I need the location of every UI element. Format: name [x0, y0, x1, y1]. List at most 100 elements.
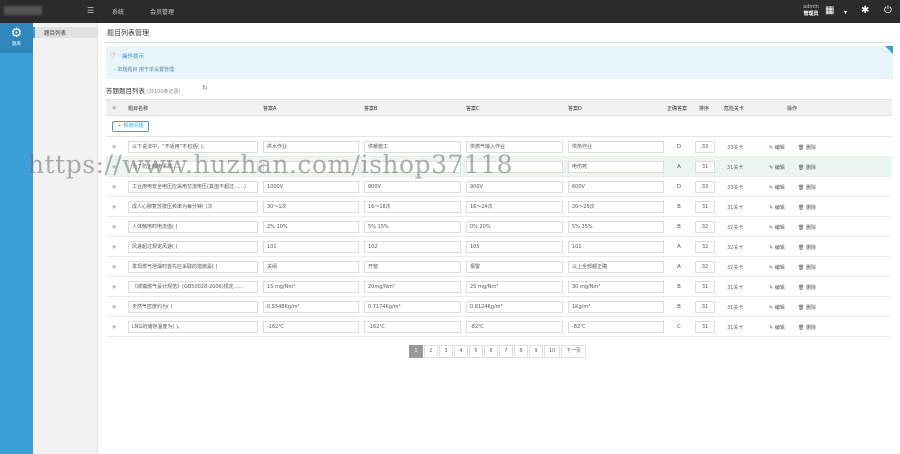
star-icon[interactable]: ★ [111, 183, 118, 191]
user-menu[interactable]: admin 管理员 [801, 4, 821, 18]
sort-input[interactable]: 32 [695, 221, 715, 233]
delete-button[interactable]: 🗑 删除 [798, 324, 816, 331]
sort-input[interactable]: 31 [695, 281, 715, 293]
star-icon[interactable]: ★ [111, 323, 118, 331]
delete-button[interactable]: 🗑 删除 [798, 184, 816, 191]
sort-input[interactable]: 32 [695, 241, 715, 253]
edit-button[interactable]: ✎ 编辑 [769, 164, 785, 171]
logo[interactable] [4, 6, 42, 15]
page-button[interactable]: 3 [439, 345, 453, 358]
star-icon[interactable]: ★ [111, 243, 118, 251]
answer-d-input[interactable]: 电伤死 [568, 161, 664, 173]
question-input[interactable]: 天然气密度约为( ) [128, 301, 258, 313]
answer-c-input[interactable]: 0% 20% [466, 221, 563, 233]
delete-button[interactable]: 🗑 删除 [798, 164, 816, 171]
caret-down-icon[interactable]: ▾ [844, 9, 848, 16]
settings-icon[interactable]: ✱ [861, 5, 870, 16]
page-button[interactable]: 2 [424, 345, 438, 358]
answer-c-input[interactable]: 16～24次 [466, 201, 563, 213]
answer-a-input[interactable]: 供水作业 [263, 141, 359, 153]
sort-input[interactable]: 33 [695, 181, 715, 193]
edit-button[interactable]: ✎ 编辑 [769, 304, 785, 311]
page-button[interactable]: 5 [469, 345, 483, 358]
question-input[interactable]: 《城镇燃气设计规范》(GB50028-2006)规定…… [128, 281, 258, 293]
question-input[interactable]: 以下说法中，“不适用”不包括( )。 [128, 141, 258, 153]
delete-button[interactable]: 🗑 删除 [798, 204, 816, 211]
answer-c-input[interactable]: 900V [466, 181, 563, 193]
tips-title[interactable]: 操作提示 [122, 54, 145, 60]
answer-d-input[interactable]: 20～25次 [568, 201, 664, 213]
delete-button[interactable]: 🗑 删除 [798, 264, 816, 271]
next-page-button[interactable]: 下一页 [561, 345, 586, 358]
star-icon[interactable]: ★ [111, 104, 118, 112]
delete-button[interactable]: 🗑 删除 [798, 224, 816, 231]
answer-b-input[interactable]: 开窗 [364, 261, 461, 273]
answer-a-input[interactable]: 15 mg/Nm³ [263, 281, 359, 293]
answer-b-input[interactable]: 102 [364, 241, 461, 253]
page-button[interactable]: 9 [529, 345, 543, 358]
answer-c-input[interactable]: 供燃气输入作业 [466, 141, 563, 153]
sort-input[interactable]: 33 [695, 141, 715, 153]
answer-d-input[interactable]: 以上全部都正确 [568, 261, 664, 273]
answer-c-input[interactable]: 报警 [466, 261, 563, 273]
answer-b-input[interactable]: -162℃ [364, 321, 461, 333]
answer-d-input[interactable]: 5% 35% [568, 221, 664, 233]
question-input[interactable]: 风速超过规定风速( ) [128, 241, 258, 253]
answer-d-input[interactable]: 供热作业 [568, 141, 664, 153]
answer-d-input[interactable]: 1Kg/m³ [568, 301, 664, 313]
menu-icon[interactable]: ☰ [87, 6, 95, 15]
sort-input[interactable]: 31 [695, 201, 715, 213]
refresh-icon[interactable]: ↻ [202, 84, 208, 92]
corner-fold-icon[interactable] [885, 46, 893, 54]
nav-member-management[interactable]: 会员管理 [150, 9, 175, 16]
answer-a-input[interactable]: -162℃ [263, 321, 359, 333]
star-icon[interactable]: ★ [111, 163, 118, 171]
answer-c-input[interactable] [466, 161, 563, 173]
edit-button[interactable]: ✎ 编辑 [769, 284, 785, 291]
edit-button[interactable]: ✎ 编辑 [769, 244, 785, 251]
star-icon[interactable]: ★ [111, 283, 118, 291]
edit-button[interactable]: ✎ 编辑 [769, 184, 785, 191]
question-input[interactable]: 工业用电安全电压应采用交流电压(其值不超过……) [128, 181, 258, 193]
star-icon[interactable]: ★ [111, 143, 118, 151]
answer-d-input[interactable]: 30 mg/Nm³ [568, 281, 664, 293]
answer-b-input[interactable]: 5% 15% [364, 221, 461, 233]
answer-b-input[interactable] [364, 161, 461, 173]
answer-b-input[interactable]: 800V [364, 181, 461, 193]
question-input[interactable]: 成人心肺复苏按压频率为每分钟( )次 [128, 201, 258, 213]
answer-d-input[interactable]: -82℃ [568, 321, 664, 333]
edit-button[interactable]: ✎ 编辑 [769, 324, 785, 331]
answer-c-input[interactable]: 105 [466, 241, 563, 253]
answer-d-input[interactable]: 600V [568, 181, 664, 193]
answer-c-input[interactable]: -82℃ [466, 321, 563, 333]
sort-input[interactable]: 31 [695, 161, 715, 173]
power-icon[interactable]: ⏻ [884, 5, 892, 16]
answer-a-input[interactable] [263, 161, 359, 173]
answer-b-input[interactable]: 20mg/Nm³ [364, 281, 461, 293]
answer-c-input[interactable]: 0.8124Kg/m³ [466, 301, 563, 313]
delete-button[interactable]: 🗑 删除 [798, 304, 816, 311]
answer-a-input[interactable]: 30～1次 [263, 201, 359, 213]
star-icon[interactable]: ★ [111, 223, 118, 231]
page-button[interactable]: 10 [544, 345, 560, 358]
answer-a-input[interactable]: 2% 10% [263, 221, 359, 233]
answer-d-input[interactable]: 101 [568, 241, 664, 253]
answer-b-input[interactable]: 0.7174Kg/m³ [364, 301, 461, 313]
page-button[interactable]: 1 [409, 345, 423, 358]
page-button[interactable]: 6 [484, 345, 498, 358]
question-input[interactable]: 为了防止触电事故…… [128, 161, 258, 173]
question-input[interactable]: LNG的储存温度为( )。 [128, 321, 258, 333]
delete-button[interactable]: 🗑 删除 [798, 244, 816, 251]
answer-a-input[interactable]: 101 [263, 241, 359, 253]
sort-input[interactable]: 31 [695, 321, 715, 333]
edit-button[interactable]: ✎ 编辑 [769, 224, 785, 231]
edit-button[interactable]: ✎ 编辑 [769, 204, 785, 211]
star-icon[interactable]: ★ [111, 263, 118, 271]
edit-button[interactable]: ✎ 编辑 [769, 144, 785, 151]
star-icon[interactable]: ★ [111, 203, 118, 211]
answer-a-input[interactable]: 关阀 [263, 261, 359, 273]
sidebar-item-question-list[interactable]: 题目列表 [33, 27, 98, 38]
star-icon[interactable]: ★ [111, 303, 118, 311]
delete-button[interactable]: 🗑 删除 [798, 284, 816, 291]
edit-button[interactable]: ✎ 编辑 [769, 264, 785, 271]
